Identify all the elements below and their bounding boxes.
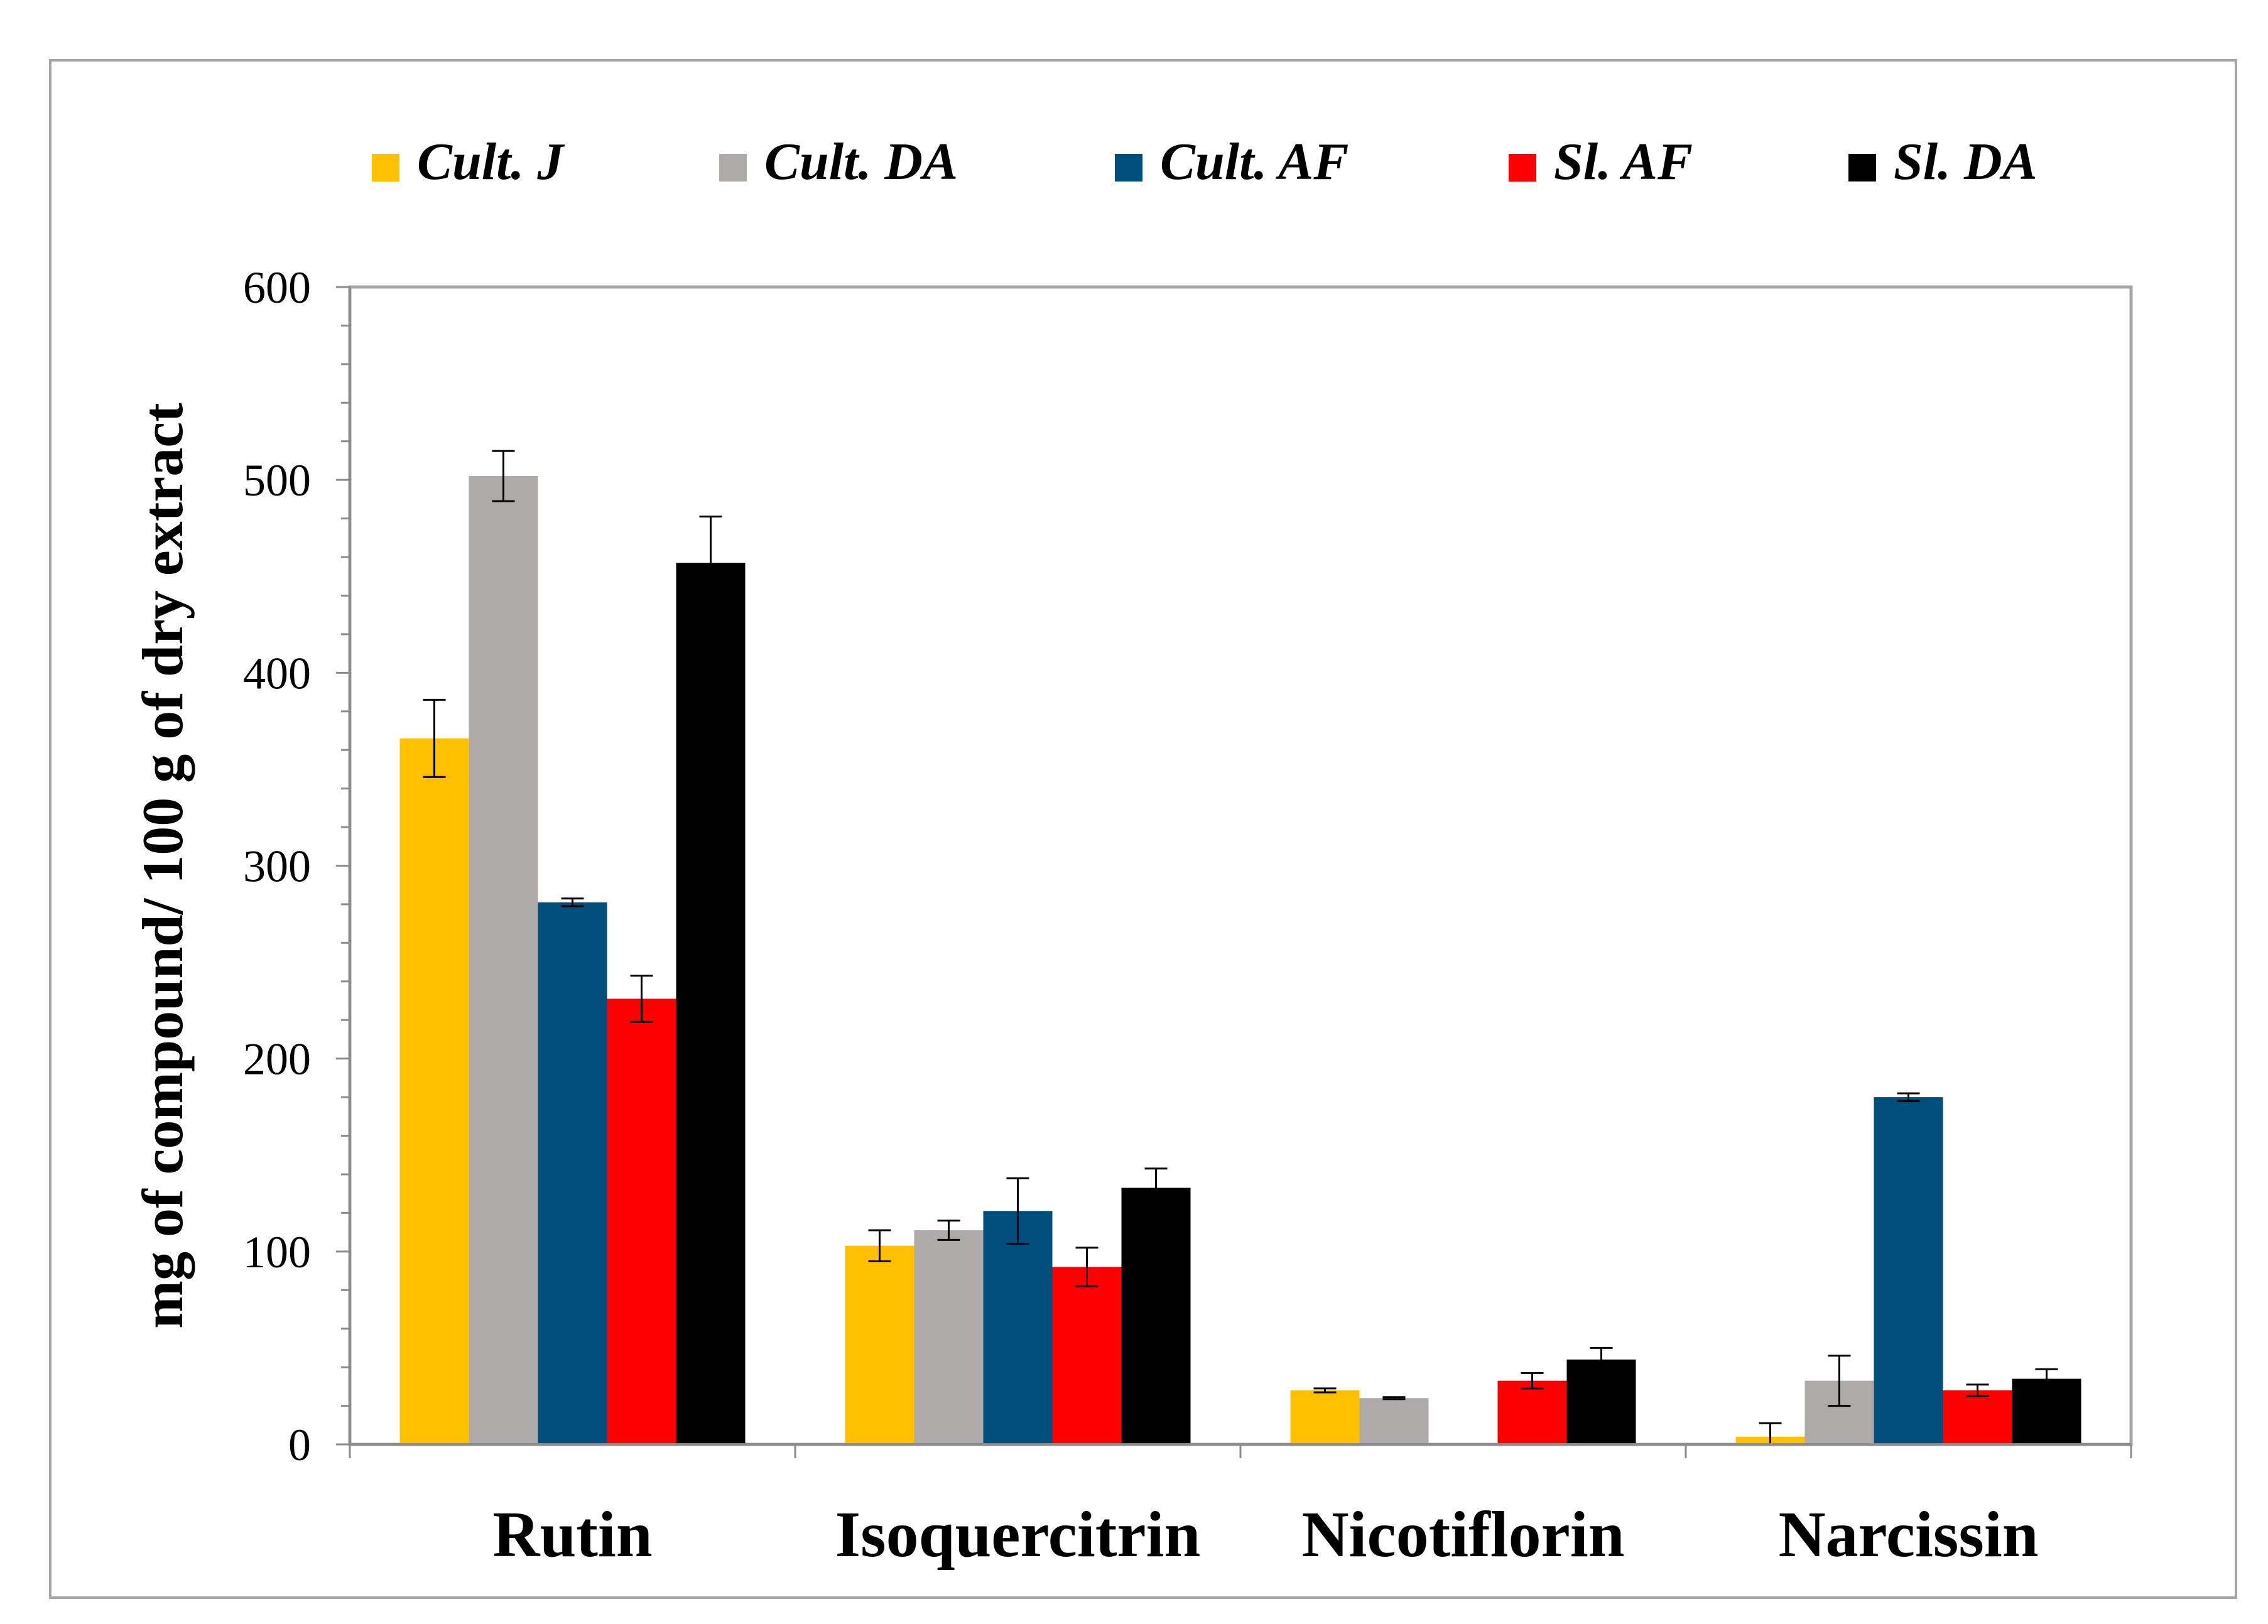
y-tick-label: 500 xyxy=(243,455,311,506)
legend-label: Sl. DA xyxy=(1894,133,2037,191)
legend-item: Sl. DA xyxy=(1848,133,2037,191)
legend-swatch xyxy=(1115,154,1142,181)
axis-labels: 0 100 200 300 400 500 600 mg of compound/ 100 g… xyxy=(131,263,2039,1571)
y-tick-label: 100 xyxy=(243,1227,311,1277)
x-category-label: Narcissin xyxy=(1778,1498,2038,1571)
legend-item: Sl. AF xyxy=(1509,133,1693,191)
bar xyxy=(1874,1097,1943,1444)
x-category-label: Rutin xyxy=(492,1498,652,1571)
legend-swatch xyxy=(1848,154,1876,181)
y-tick-label: 400 xyxy=(243,648,311,698)
legend: Cult. J Cult. DA Cult. AF Sl. AF Sl. DA xyxy=(372,133,2037,191)
legend-label: Cult. J xyxy=(417,133,565,191)
y-tick-label: 200 xyxy=(243,1034,311,1085)
bar xyxy=(1497,1380,1567,1444)
bar xyxy=(1121,1188,1191,1444)
bar xyxy=(2012,1378,2081,1444)
y-tick-label: 300 xyxy=(243,842,311,892)
x-category-label: Nicotiflorin xyxy=(1301,1498,1624,1571)
legend-label: Sl. AF xyxy=(1554,133,1693,191)
legend-swatch xyxy=(1509,154,1536,181)
bar xyxy=(1052,1267,1122,1444)
bar xyxy=(607,999,676,1444)
y-tick-label: 600 xyxy=(243,263,311,313)
y-axis-title: mg of compound/ 100 g of dry extract xyxy=(131,403,195,1329)
bar xyxy=(914,1230,984,1444)
bar xyxy=(676,563,746,1445)
bar xyxy=(845,1245,914,1444)
legend-item: Cult. J xyxy=(372,133,565,191)
bar xyxy=(983,1211,1053,1444)
bar xyxy=(1359,1398,1429,1444)
bar xyxy=(1566,1359,1636,1444)
x-category-label: Isoquercitrin xyxy=(835,1498,1201,1571)
bar xyxy=(469,476,538,1444)
bar xyxy=(399,738,469,1444)
bar xyxy=(1290,1390,1360,1444)
legend-label: Cult. AF xyxy=(1160,133,1348,191)
legend-swatch xyxy=(372,154,399,181)
legend-item: Cult. DA xyxy=(719,133,958,191)
legend-swatch xyxy=(719,154,747,181)
error-bars xyxy=(423,450,2058,1446)
legend-label: Cult. DA xyxy=(764,133,958,191)
legend-item: Cult. AF xyxy=(1115,133,1348,191)
bars xyxy=(399,476,2081,1445)
y-tick-label: 0 xyxy=(288,1420,311,1470)
bar xyxy=(1943,1390,2012,1444)
axes xyxy=(336,286,2132,1458)
bar xyxy=(538,902,607,1444)
